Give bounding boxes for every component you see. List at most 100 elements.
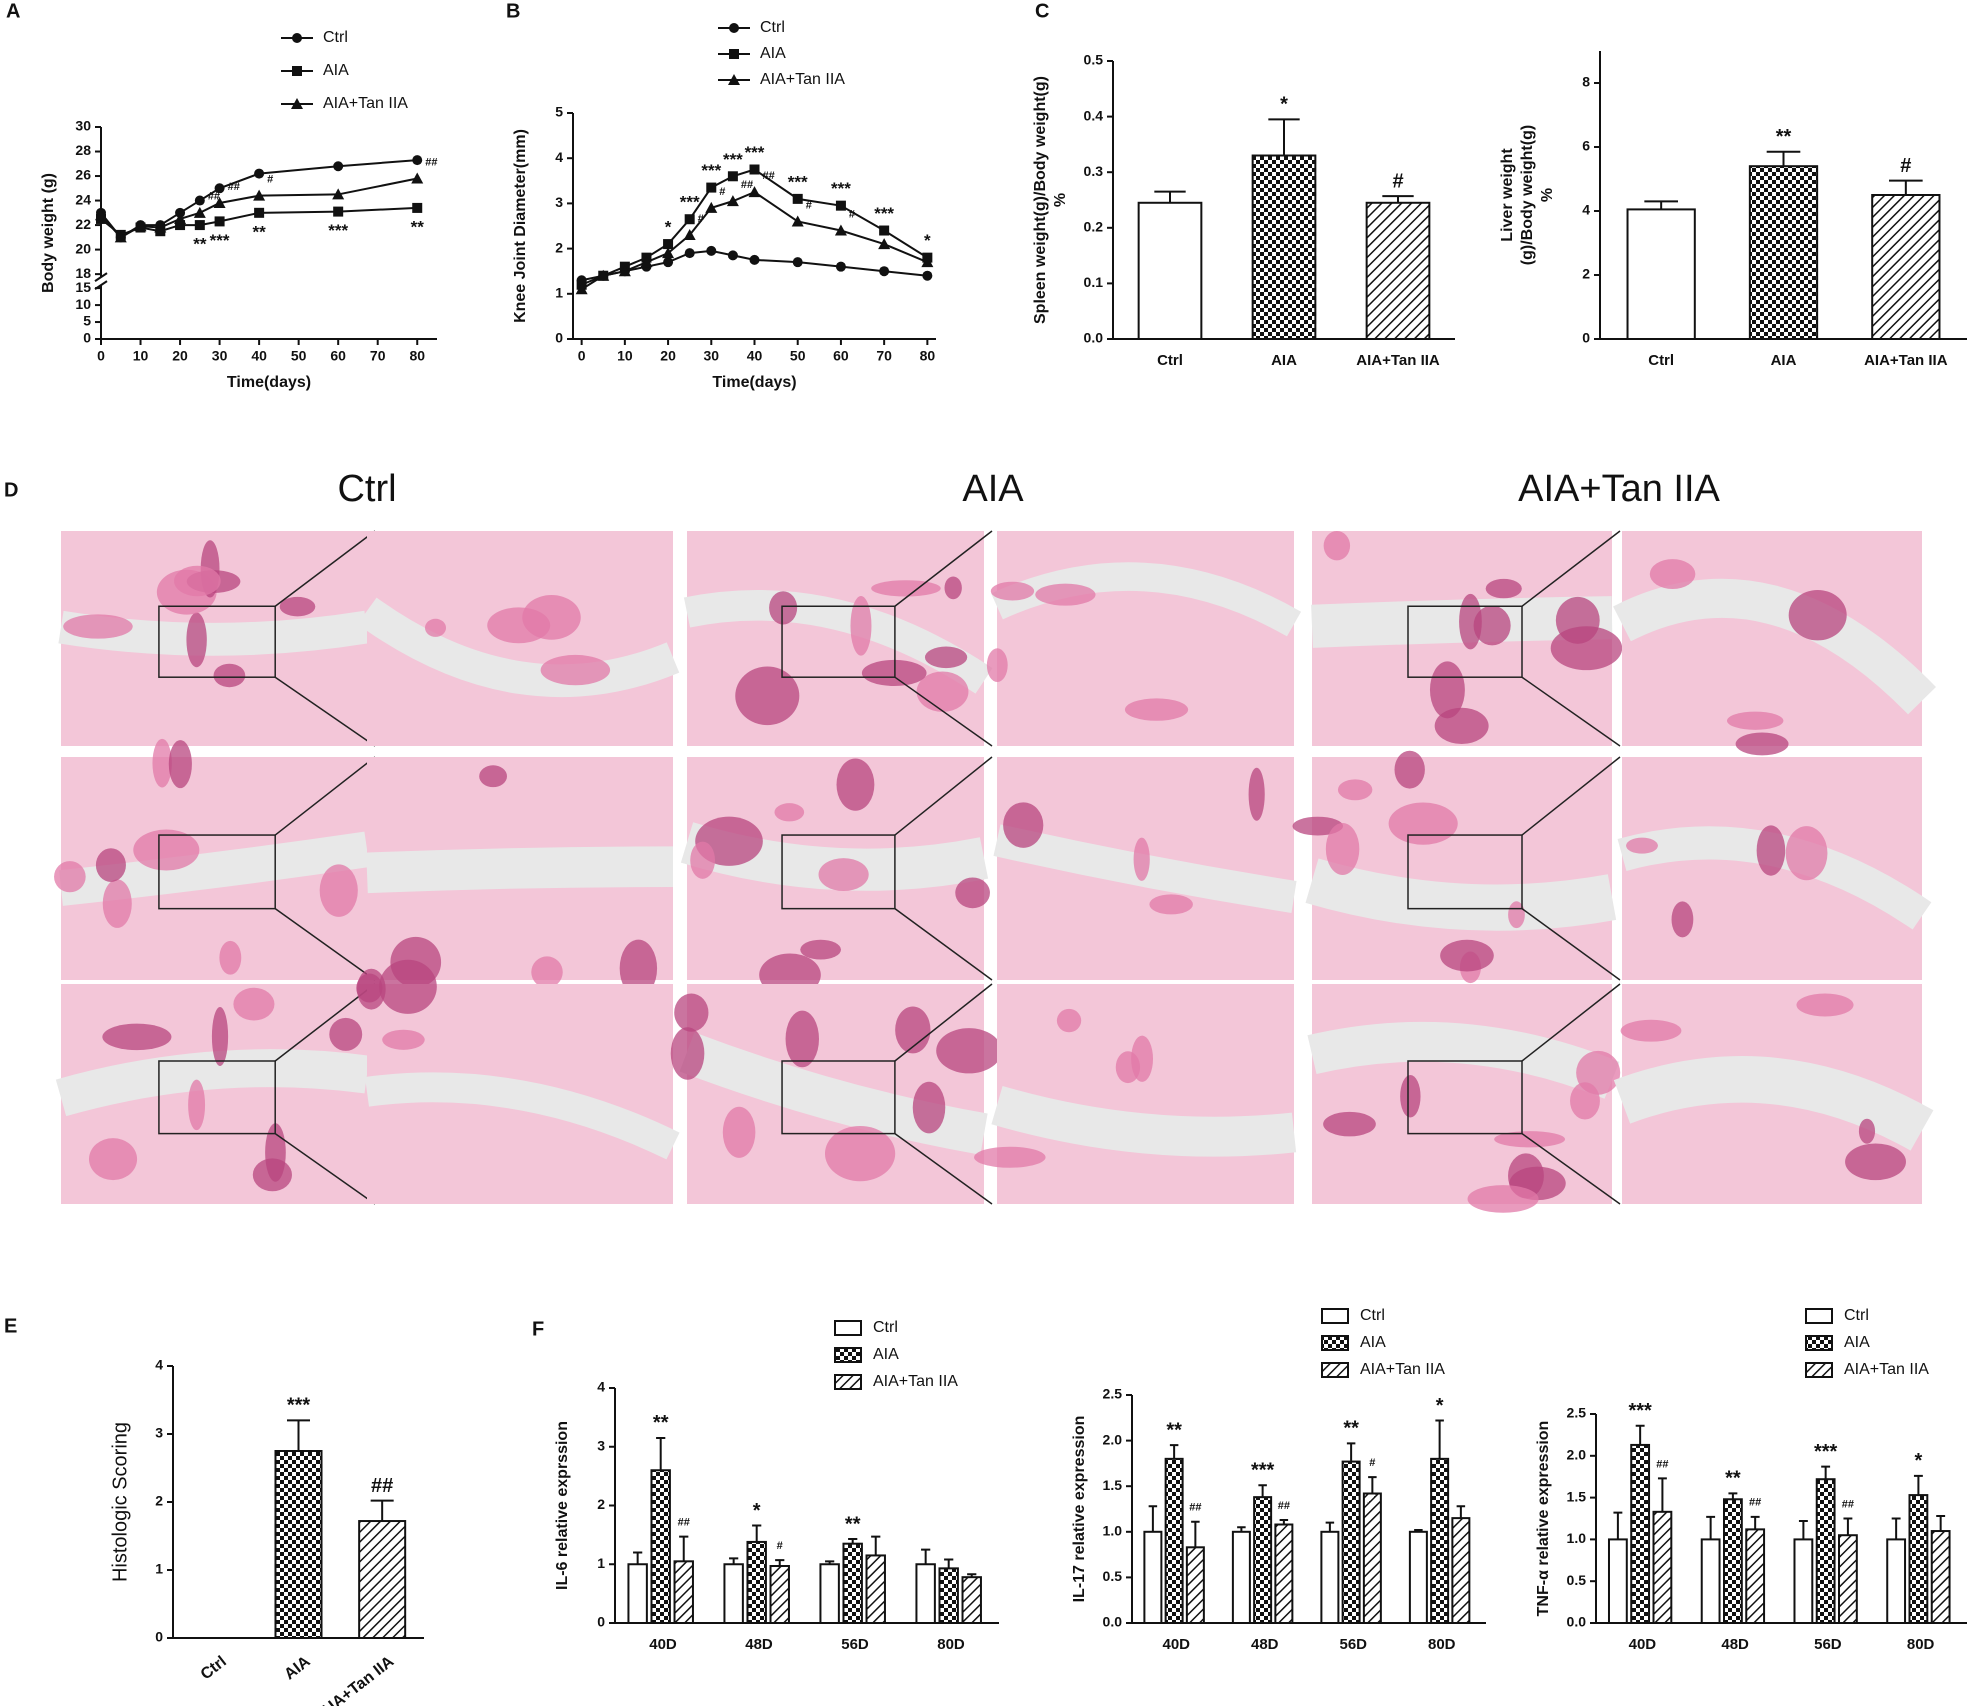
zoom-line bbox=[1521, 676, 1621, 747]
tissue-blob bbox=[1131, 1035, 1154, 1082]
tissue-blob bbox=[1337, 779, 1373, 801]
marker bbox=[575, 283, 588, 295]
y-tick-label: 0.0 bbox=[1567, 1614, 1587, 1630]
bar bbox=[769, 1565, 790, 1624]
x-tick-label: 0 bbox=[578, 348, 586, 364]
cartilage-gap bbox=[357, 597, 680, 698]
significance: ** bbox=[1343, 1418, 1359, 1440]
y-tick-label: 3 bbox=[555, 194, 563, 210]
y-tick-label: 5 bbox=[555, 104, 563, 120]
significance: # bbox=[1392, 170, 1403, 192]
error-bar bbox=[1766, 150, 1801, 167]
histology-title: Ctrl bbox=[337, 468, 396, 510]
y-axis-label: IL-6 relative exprssion bbox=[554, 1421, 571, 1590]
bar bbox=[1274, 1523, 1294, 1625]
y-tick-label: 0.0 bbox=[1084, 330, 1104, 346]
bar bbox=[1793, 1538, 1814, 1625]
y-tick-label: 28 bbox=[75, 142, 91, 158]
marker bbox=[193, 206, 206, 218]
tissue-blob bbox=[1671, 901, 1694, 938]
significance: ## bbox=[741, 179, 753, 191]
significance: *** bbox=[1628, 1400, 1652, 1422]
x-tick-label: AIA+Tan IIA bbox=[317, 1653, 398, 1706]
bar bbox=[1626, 208, 1696, 340]
legend-swatch bbox=[834, 1347, 862, 1363]
y-tick-label: 4 bbox=[155, 1357, 163, 1373]
tissue-blob bbox=[955, 877, 990, 909]
zoom-line bbox=[1521, 983, 1621, 1062]
tissue-blob bbox=[188, 1079, 206, 1131]
significance: ** bbox=[845, 1513, 861, 1535]
significance: * bbox=[665, 218, 672, 237]
y-tick-label: 6 bbox=[1582, 138, 1590, 154]
error-bar bbox=[1382, 195, 1414, 203]
error-bar bbox=[1644, 200, 1678, 210]
bar bbox=[1137, 201, 1203, 340]
significance: ## bbox=[425, 156, 437, 168]
bar bbox=[723, 1563, 744, 1624]
zoom-line bbox=[274, 908, 376, 981]
significance: *** bbox=[831, 179, 851, 198]
legend-label: Ctrl bbox=[1844, 1307, 1869, 1324]
error-bar bbox=[1148, 1505, 1158, 1532]
error-bar bbox=[752, 1524, 762, 1542]
legend-marker bbox=[728, 74, 740, 85]
x-tick-label: 48D bbox=[1721, 1636, 1749, 1653]
significance: ** bbox=[193, 235, 207, 254]
bar bbox=[746, 1540, 767, 1625]
x-tick-label: 50 bbox=[291, 348, 307, 364]
tissue-blob bbox=[1467, 1185, 1539, 1213]
tissue-blob bbox=[800, 939, 841, 960]
error-bar bbox=[871, 1535, 881, 1556]
tissue-blob bbox=[818, 858, 869, 892]
tissue-blob bbox=[690, 841, 716, 879]
marker bbox=[597, 269, 610, 281]
zoom-line bbox=[1521, 1132, 1621, 1205]
bar bbox=[1748, 165, 1819, 340]
tissue-blob bbox=[1726, 711, 1784, 730]
error-bar bbox=[286, 1419, 311, 1451]
x-axis-label: Time(days) bbox=[712, 374, 796, 391]
bar bbox=[1652, 1510, 1673, 1625]
y-tick-label: 15 bbox=[75, 279, 91, 295]
legend-label: AIA+Tan IIA bbox=[1360, 1361, 1445, 1378]
tissue-blob bbox=[63, 614, 133, 639]
bar bbox=[819, 1563, 840, 1624]
tissue-blob bbox=[1649, 559, 1696, 589]
significance: # bbox=[1900, 155, 1911, 177]
bar bbox=[1815, 1478, 1836, 1625]
marker bbox=[879, 266, 890, 277]
y-tick-label: 0.5 bbox=[1084, 52, 1104, 68]
tissue-blob bbox=[1323, 531, 1351, 561]
legend-label: AIA bbox=[323, 62, 349, 79]
marker bbox=[254, 207, 265, 218]
cartilage-gap bbox=[59, 831, 370, 906]
tissue-blob bbox=[674, 993, 709, 1032]
error-bar bbox=[1889, 179, 1923, 195]
y-axis-label: Body weight (g) bbox=[40, 173, 57, 293]
error-bar bbox=[1258, 1484, 1267, 1498]
marker bbox=[663, 257, 674, 268]
zoom-line bbox=[274, 530, 376, 607]
y-axis-label: IL-17 relative expression bbox=[1071, 1416, 1088, 1603]
zoom-line bbox=[894, 983, 993, 1062]
significance: # bbox=[698, 213, 704, 225]
x-tick-label: 48D bbox=[745, 1636, 773, 1653]
cartilage-gap bbox=[55, 1049, 370, 1117]
tissue-blob bbox=[924, 646, 968, 669]
legend-label: AIA bbox=[873, 1346, 899, 1363]
legend-swatch bbox=[1805, 1308, 1833, 1324]
marker bbox=[921, 256, 934, 268]
error-bar bbox=[1750, 1515, 1760, 1530]
marker bbox=[254, 168, 265, 179]
bar bbox=[961, 1576, 982, 1625]
y-tick-label: 2.5 bbox=[1567, 1405, 1587, 1421]
x-tick-label: 10 bbox=[133, 348, 149, 364]
tissue-blob bbox=[329, 1017, 363, 1051]
tissue-blob bbox=[1124, 698, 1189, 721]
line bbox=[100, 177, 418, 239]
bar bbox=[865, 1554, 886, 1624]
legend-label: AIA+Tan IIA bbox=[873, 1373, 958, 1390]
bar bbox=[274, 1450, 323, 1639]
y-tick-label: 0 bbox=[555, 330, 563, 346]
